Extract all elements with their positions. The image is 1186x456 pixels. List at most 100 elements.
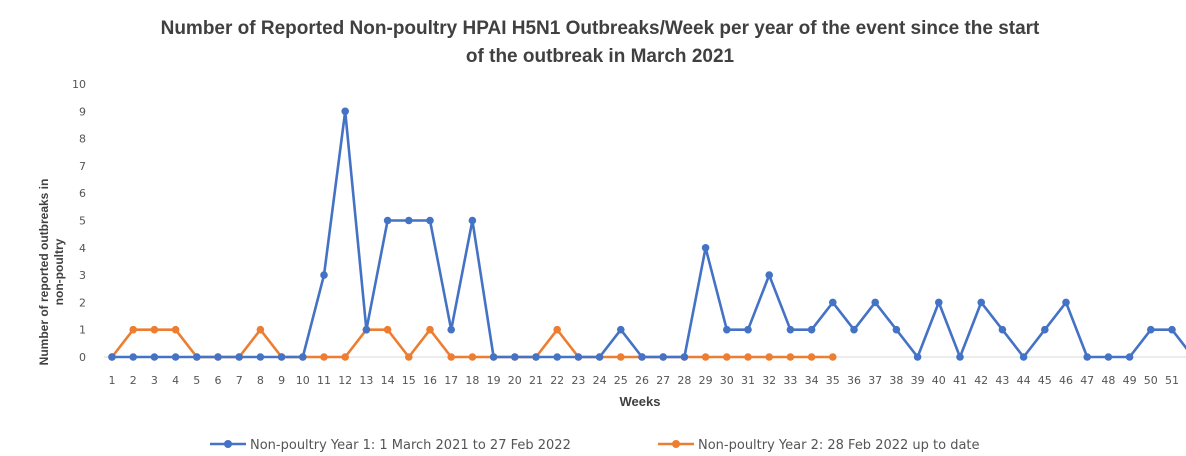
x-tick-label: 15 (402, 374, 416, 387)
data-point-year-1 (998, 325, 1007, 334)
x-tick-label: 48 (1101, 374, 1115, 387)
data-point-year-1 (977, 298, 985, 307)
x-tick-label: 2 (130, 374, 137, 387)
x-tick-label: 12 (338, 374, 352, 387)
data-point-year-2 (150, 325, 159, 334)
data-point-year-2 (256, 325, 265, 334)
data-point-year-1 (617, 325, 625, 334)
data-point-year-2 (807, 353, 816, 361)
y-tick-label: 8 (79, 133, 86, 146)
x-tick-label: 7 (236, 374, 243, 387)
x-tick-label: 18 (465, 374, 479, 387)
x-tick-label: 24 (593, 374, 607, 387)
data-point-year-2 (341, 353, 350, 361)
data-point-year-1 (829, 298, 837, 307)
series-points (108, 107, 1176, 361)
data-point-year-1 (595, 353, 604, 361)
data-point-year-2 (723, 353, 731, 361)
data-point-year-1 (807, 325, 816, 334)
data-point-year-2 (171, 325, 180, 334)
data-point-year-1 (150, 353, 159, 361)
x-tick-label: 34 (805, 374, 819, 387)
x-tick-label: 39 (911, 374, 925, 387)
x-tick-label: 31 (741, 374, 755, 387)
legend-label-year-1: Non-poultry Year 1: 1 March 2021 to 27 F… (250, 438, 571, 453)
x-tick-label: 25 (614, 374, 628, 387)
x-tick-label: 5 (193, 374, 200, 387)
x-tick-label: 17 (444, 374, 458, 387)
x-tick-label: 32 (762, 374, 776, 387)
data-point-year-1 (362, 325, 371, 334)
data-point-year-1 (701, 244, 710, 252)
x-tick-label: 33 (783, 374, 797, 387)
x-tick-label: 49 (1123, 374, 1137, 387)
x-tick-label: 29 (699, 374, 713, 387)
data-point-year-2 (553, 325, 561, 334)
data-point-year-1 (256, 353, 265, 361)
x-tick-label: 4 (172, 374, 179, 387)
data-point-year-1 (892, 325, 901, 334)
y-tick-label: 7 (79, 160, 86, 173)
data-point-year-1 (659, 353, 667, 361)
legend: Non-poultry Year 1: 1 March 2021 to 27 F… (210, 438, 980, 453)
y-axis-ticks: 0 1 2 3 4 5 6 7 8 9 10 (72, 78, 86, 364)
data-point-year-2 (320, 353, 328, 361)
x-tick-label: 37 (868, 374, 882, 387)
x-tick-label: 41 (953, 374, 967, 387)
data-point-year-2 (468, 353, 477, 361)
y-tick-label: 0 (79, 351, 86, 364)
data-point-year-1 (850, 325, 858, 334)
chart-title-line-2: of the outbreak in March 2021 (466, 46, 735, 67)
x-tick-label: 6 (215, 374, 222, 387)
data-point-year-1 (1147, 325, 1155, 334)
data-point-year-1 (426, 216, 434, 225)
x-tick-label: 36 (847, 374, 861, 387)
y-tick-label: 10 (72, 78, 86, 91)
y-axis-title-line-1: Number of reported outbreaks in (37, 179, 51, 366)
x-tick-label: 30 (720, 374, 734, 387)
x-tick-label: 44 (1017, 374, 1031, 387)
data-point-year-2 (829, 353, 837, 361)
data-point-year-2 (765, 353, 773, 361)
x-tick-label: 22 (550, 374, 564, 387)
data-point-year-1 (638, 353, 646, 361)
x-axis-ticks: 1 2 3 4 5 6 7 8 9 10 11 12 13 14 15 16 17 18 19 20 21 22 23 24 2… (109, 374, 1180, 387)
data-point-year-1 (320, 271, 328, 279)
x-tick-label: 46 (1059, 374, 1073, 387)
data-point-year-1 (574, 353, 583, 361)
y-tick-label: 4 (79, 242, 86, 255)
y-tick-label: 5 (79, 215, 86, 228)
data-point-year-1 (744, 325, 752, 334)
x-tick-label: 28 (677, 374, 691, 387)
data-point-year-1 (1104, 353, 1113, 361)
data-point-year-1 (765, 271, 773, 279)
x-tick-label: 45 (1038, 374, 1052, 387)
data-point-year-2 (383, 325, 392, 334)
x-tick-label: 11 (317, 374, 331, 387)
data-point-year-1 (489, 353, 498, 361)
x-tick-label: 42 (974, 374, 988, 387)
data-point-year-2 (617, 353, 625, 361)
data-point-year-1 (171, 353, 180, 361)
data-point-year-1 (913, 353, 922, 361)
x-tick-label: 1 (109, 374, 116, 387)
x-tick-label: 16 (423, 374, 437, 387)
x-tick-label: 3 (151, 374, 158, 387)
y-tick-label: 3 (79, 269, 86, 282)
series-lines (110, 110, 1186, 359)
x-tick-label: 9 (278, 374, 285, 387)
x-tick-label: 20 (508, 374, 522, 387)
data-point-year-2 (744, 353, 752, 361)
data-point-year-1 (1125, 353, 1134, 361)
x-tick-label: 19 (487, 374, 501, 387)
data-point-year-1 (786, 325, 795, 334)
data-point-year-1 (214, 353, 222, 361)
data-point-year-1 (511, 353, 519, 361)
data-point-year-1 (193, 353, 201, 361)
data-point-year-1 (1168, 325, 1176, 334)
data-point-year-1 (935, 298, 943, 307)
data-point-year-1 (871, 298, 879, 307)
x-tick-label: 27 (656, 374, 670, 387)
legend-marker-year-2 (672, 440, 680, 448)
data-point-year-1 (1062, 298, 1070, 307)
